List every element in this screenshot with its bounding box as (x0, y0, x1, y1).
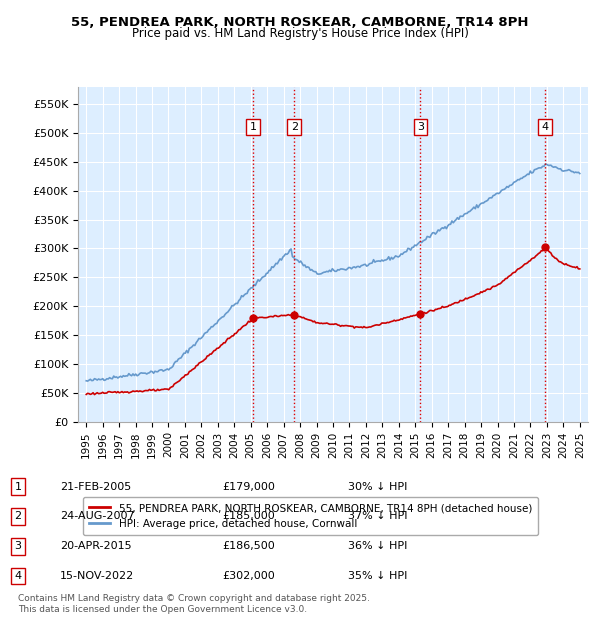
Point (540, 242, 550, 252)
Text: 1: 1 (14, 482, 22, 492)
Text: 20-APR-2015: 20-APR-2015 (60, 541, 131, 551)
Text: 55, PENDREA PARK, NORTH ROSKEAR, CAMBORNE, TR14 8PH: 55, PENDREA PARK, NORTH ROSKEAR, CAMBORN… (71, 16, 529, 29)
Point (416, 309, 425, 319)
Text: £302,000: £302,000 (222, 571, 275, 581)
Text: 2: 2 (291, 122, 298, 132)
Text: 30% ↓ HPI: 30% ↓ HPI (348, 482, 407, 492)
Text: £186,500: £186,500 (222, 541, 275, 551)
Text: Price paid vs. HM Land Registry's House Price Index (HPI): Price paid vs. HM Land Registry's House … (131, 27, 469, 40)
Text: 21-FEB-2005: 21-FEB-2005 (60, 482, 131, 492)
Text: 37% ↓ HPI: 37% ↓ HPI (348, 512, 407, 521)
Text: 35% ↓ HPI: 35% ↓ HPI (348, 571, 407, 581)
Point (290, 310, 299, 320)
Text: £179,000: £179,000 (222, 482, 275, 492)
Text: 4: 4 (14, 571, 22, 581)
Text: 3: 3 (417, 122, 424, 132)
Point (248, 313, 258, 323)
Text: 4: 4 (541, 122, 548, 132)
Text: 3: 3 (14, 541, 22, 551)
Text: £185,000: £185,000 (222, 512, 275, 521)
Legend: 55, PENDREA PARK, NORTH ROSKEAR, CAMBORNE, TR14 8PH (detached house), HPI: Avera: 55, PENDREA PARK, NORTH ROSKEAR, CAMBORN… (83, 497, 538, 535)
Text: 36% ↓ HPI: 36% ↓ HPI (348, 541, 407, 551)
Text: 2: 2 (14, 512, 22, 521)
Text: 15-NOV-2022: 15-NOV-2022 (60, 571, 134, 581)
Text: 24-AUG-2007: 24-AUG-2007 (60, 512, 134, 521)
Text: 1: 1 (250, 122, 257, 132)
Text: Contains HM Land Registry data © Crown copyright and database right 2025.
This d: Contains HM Land Registry data © Crown c… (18, 595, 370, 614)
